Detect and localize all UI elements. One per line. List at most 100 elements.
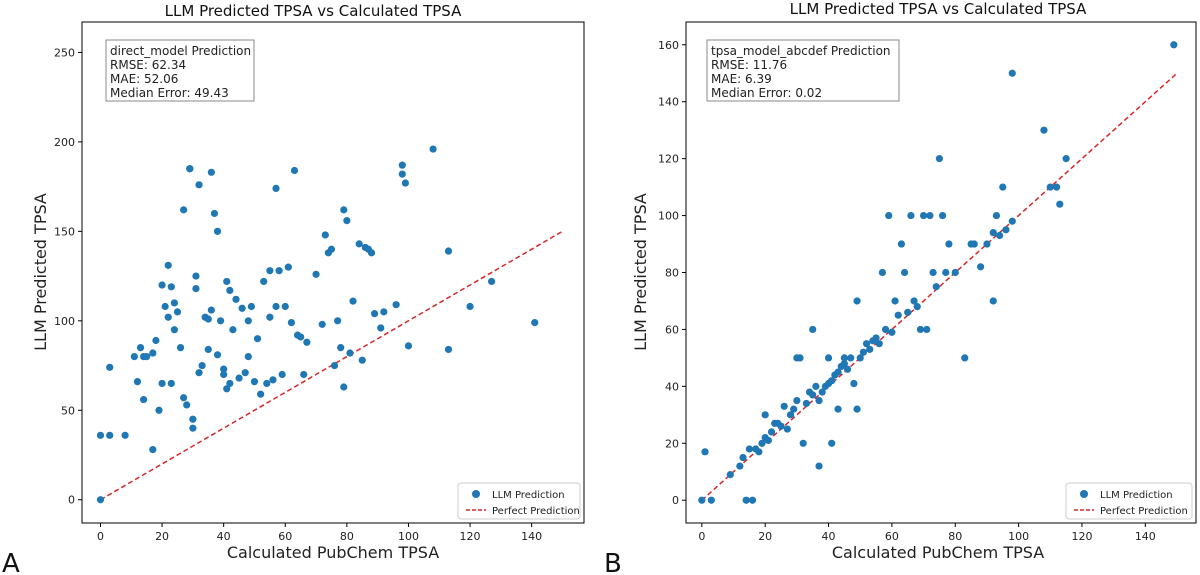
data-point-b-87 bbox=[989, 297, 997, 305]
data-point-b-41 bbox=[834, 405, 842, 413]
data-point-a-20 bbox=[167, 379, 175, 388]
data-point-b-32 bbox=[815, 396, 823, 405]
data-point-b-0 bbox=[698, 496, 706, 504]
data-point-a-101 bbox=[380, 308, 388, 316]
points-b bbox=[698, 41, 1178, 504]
y-axis-label-a: LLM Predicted TPSA bbox=[31, 193, 50, 351]
y-tick-label-b-120: 120 bbox=[658, 153, 679, 166]
data-point-b-83 bbox=[970, 240, 978, 248]
stats-mae-a: MAE: 52.06 bbox=[110, 72, 178, 86]
data-point-a-58 bbox=[244, 317, 252, 325]
data-point-b-95 bbox=[1046, 183, 1054, 191]
data-point-a-69 bbox=[272, 184, 280, 193]
x-tick-label-b-20: 20 bbox=[758, 530, 772, 543]
data-point-b-96 bbox=[1053, 183, 1061, 191]
points-a bbox=[96, 145, 539, 504]
data-point-b-27 bbox=[802, 399, 810, 408]
data-point-b-38 bbox=[828, 377, 836, 385]
data-point-b-86 bbox=[989, 229, 997, 237]
data-point-b-69 bbox=[913, 303, 921, 311]
data-point-a-57 bbox=[241, 369, 249, 377]
data-point-a-93 bbox=[349, 297, 357, 305]
data-point-b-20 bbox=[783, 425, 791, 433]
x-axis-label-b: Calculated PubChem TPSA bbox=[832, 543, 1044, 562]
data-point-a-6 bbox=[133, 378, 142, 386]
data-point-a-104 bbox=[398, 161, 406, 169]
axis-ticks-b: 0 20 40 60 80 100 120 140 0 20 40 60 80 100 120 140 160 bbox=[658, 39, 1156, 543]
data-point-b-89 bbox=[996, 231, 1004, 240]
data-point-b-63 bbox=[894, 311, 902, 319]
data-point-b-65 bbox=[900, 268, 909, 277]
data-point-a-94 bbox=[355, 240, 363, 248]
data-point-a-47 bbox=[220, 365, 228, 373]
x-tick-label-b-140: 140 bbox=[1135, 530, 1156, 543]
x-tick-label-a-120: 120 bbox=[460, 530, 481, 543]
data-point-a-76 bbox=[290, 166, 299, 175]
data-point-a-78 bbox=[297, 333, 305, 341]
data-point-a-4 bbox=[121, 431, 129, 439]
data-point-a-7 bbox=[136, 344, 145, 352]
legend-line-label-a: Perfect Prediction bbox=[492, 506, 580, 517]
data-point-a-15 bbox=[158, 379, 166, 388]
data-point-b-34 bbox=[818, 388, 826, 396]
data-point-a-92 bbox=[346, 349, 354, 357]
data-point-a-13 bbox=[152, 336, 160, 345]
data-point-b-73 bbox=[926, 211, 934, 220]
data-point-a-86 bbox=[330, 361, 339, 370]
plot-area-a bbox=[81, 21, 585, 524]
data-point-a-49 bbox=[223, 277, 231, 286]
data-point-a-30 bbox=[186, 165, 194, 173]
data-point-b-97 bbox=[1056, 200, 1064, 208]
data-point-a-85 bbox=[327, 245, 336, 253]
y-tick-label-a-200: 200 bbox=[54, 136, 75, 149]
data-point-b-19 bbox=[780, 402, 788, 410]
data-point-a-82 bbox=[318, 320, 326, 328]
y-tick-label-b-40: 40 bbox=[665, 380, 679, 393]
stats-median-a: Median Error: 49.43 bbox=[110, 86, 229, 100]
data-point-b-62 bbox=[891, 297, 899, 305]
data-point-a-2 bbox=[106, 363, 114, 371]
data-point-a-62 bbox=[253, 335, 262, 343]
stats-mae-b: MAE: 6.39 bbox=[711, 72, 772, 86]
x-tick-label-a-140: 140 bbox=[521, 530, 542, 543]
stats-box-a: direct_model Prediction RMSE: 62.34 MAE:… bbox=[105, 39, 255, 102]
data-point-b-23 bbox=[793, 396, 801, 405]
data-point-b-74 bbox=[929, 268, 937, 277]
data-point-a-8 bbox=[139, 395, 148, 404]
data-point-a-65 bbox=[263, 379, 271, 388]
y-tick-label-b-140: 140 bbox=[658, 96, 679, 109]
y-tick-label-a-100: 100 bbox=[54, 315, 75, 328]
data-point-a-39 bbox=[204, 315, 212, 323]
data-point-a-18 bbox=[164, 261, 172, 269]
legend-b: LLM Prediction Perfect Prediction bbox=[1065, 482, 1193, 520]
data-point-a-59 bbox=[244, 352, 252, 361]
data-point-b-72 bbox=[923, 325, 931, 334]
y-tick-label-b-80: 80 bbox=[665, 267, 679, 280]
data-point-b-37 bbox=[824, 354, 833, 362]
legend-a: LLM Prediction Perfect Prediction bbox=[457, 482, 581, 520]
data-point-b-48 bbox=[850, 379, 858, 388]
data-point-a-11 bbox=[149, 446, 157, 454]
data-point-a-75 bbox=[287, 319, 296, 327]
data-point-b-60 bbox=[885, 211, 893, 220]
data-point-b-26 bbox=[799, 439, 807, 447]
data-point-a-45 bbox=[213, 351, 222, 359]
data-point-b-66 bbox=[904, 308, 912, 316]
data-point-b-10 bbox=[755, 448, 763, 456]
data-point-a-66 bbox=[266, 313, 274, 321]
data-point-b-94 bbox=[1040, 126, 1048, 134]
panel-label-b: B bbox=[604, 549, 622, 575]
data-point-b-68 bbox=[910, 297, 918, 305]
data-point-a-28 bbox=[183, 401, 191, 409]
data-point-a-70 bbox=[272, 302, 280, 311]
x-tick-label-b-60: 60 bbox=[885, 530, 899, 543]
y-tick-label-b-0: 0 bbox=[672, 494, 679, 507]
data-point-b-33 bbox=[815, 462, 823, 470]
x-tick-label-a-20: 20 bbox=[155, 530, 169, 543]
data-point-b-93 bbox=[1008, 69, 1016, 77]
data-point-a-91 bbox=[343, 217, 351, 225]
data-point-a-103 bbox=[398, 170, 406, 178]
stats-median-b: Median Error: 0.02 bbox=[711, 86, 822, 100]
data-point-a-56 bbox=[238, 304, 246, 312]
data-point-a-43 bbox=[210, 209, 219, 218]
